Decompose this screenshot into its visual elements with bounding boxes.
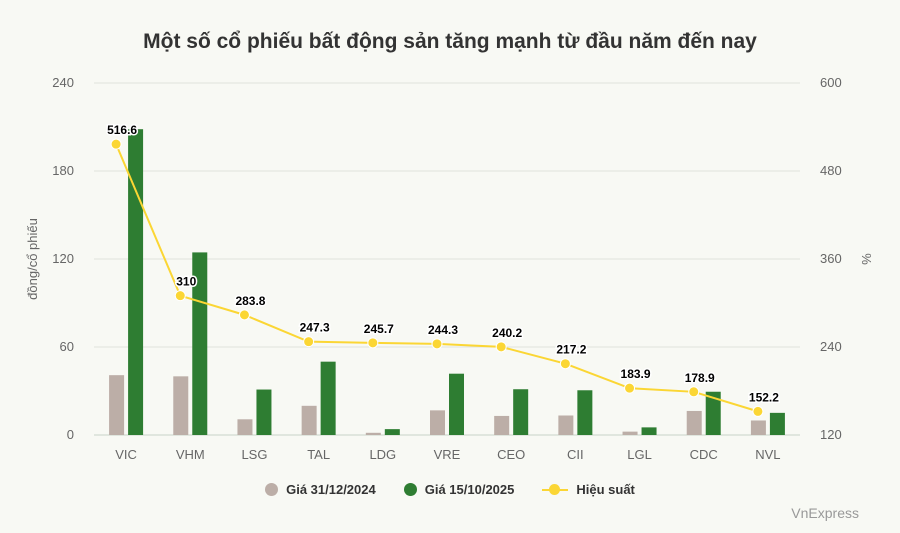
y-tick-label: 240	[52, 75, 74, 90]
performance-data-label: 516.6	[107, 123, 137, 137]
legend-label-price-2024: Giá 31/12/2024	[286, 482, 376, 497]
bar-price-2024	[365, 432, 381, 435]
bar-price-2024	[622, 431, 638, 435]
bar-price-2024	[750, 420, 766, 435]
legend-marker-price-2024	[265, 483, 279, 496]
legend-marker-price-2025	[403, 483, 417, 496]
x-tick-label: VRE	[434, 447, 461, 462]
y2-tick-label: 480	[820, 163, 842, 178]
y-axis-title: đồng/cổ phiếu	[25, 218, 40, 300]
bar-price-2025	[128, 129, 144, 435]
x-tick-label: NVL	[755, 447, 780, 462]
performance-point	[559, 358, 571, 370]
bar-price-2025	[513, 389, 529, 435]
performance-data-label: 217.2	[556, 343, 586, 357]
x-tick-label: CII	[567, 447, 584, 462]
y-tick-label: 180	[52, 163, 74, 178]
legend-item-price-2024[interactable]: Giá 31/12/2024	[265, 482, 376, 497]
y2-tick-label: 360	[820, 251, 842, 266]
performance-line-path	[115, 143, 759, 413]
bar-price-2025	[641, 427, 657, 435]
performance-point	[238, 309, 250, 321]
y2-tick-label: 240	[820, 339, 842, 354]
bar-price-2025	[449, 373, 464, 435]
x-tick-label: LDG	[369, 447, 396, 462]
x-tick-label: CEO	[497, 447, 525, 462]
performance-point	[110, 138, 122, 150]
bars	[109, 129, 785, 435]
legend: Giá 31/12/2024 Giá 15/10/2025 Hiệu suất	[0, 482, 900, 497]
performance-point	[752, 405, 764, 417]
legend-label-performance: Hiệu suất	[576, 482, 635, 497]
x-tick-label: CDC	[690, 447, 718, 462]
performance-data-label: 283.8	[235, 294, 265, 308]
bar-price-2024	[494, 415, 510, 435]
bar-price-2024	[237, 419, 253, 435]
bar-price-2025	[705, 391, 721, 435]
bar-price-2025	[192, 252, 208, 435]
bar-price-2024	[173, 376, 189, 435]
performance-point	[688, 386, 700, 398]
y-tick-label: 0	[67, 427, 74, 442]
performance-data-label: 245.7	[364, 322, 394, 336]
bar-price-2025	[769, 412, 785, 435]
source-credit[interactable]: VnExpress	[791, 505, 859, 521]
y2-tick-label: 120	[820, 427, 842, 442]
performance-point	[431, 338, 443, 350]
performance-data-label: 178.9	[685, 371, 715, 385]
performance-data-label: 310	[176, 275, 196, 289]
bar-price-2025	[320, 361, 336, 435]
y-tick-label: 60	[60, 339, 74, 354]
legend-item-performance[interactable]: Hiệu suất	[542, 482, 635, 497]
legend-item-price-2025[interactable]: Giá 15/10/2025	[403, 482, 515, 497]
performance-point	[303, 336, 315, 348]
x-tick-label: VHM	[176, 447, 205, 462]
legend-marker-performance	[542, 483, 569, 496]
performance-data-label: 247.3	[300, 321, 330, 335]
axes: 0 60 120 180 240 120 240 360 480 600 đồng/cổ phiếu…	[25, 75, 874, 462]
performance-point	[367, 337, 379, 349]
performance-line	[110, 138, 764, 417]
bar-price-2025	[384, 429, 400, 435]
performance-data-label: 152.2	[749, 390, 779, 404]
x-tick-label: TAL	[307, 447, 330, 462]
chart-title: Một số cổ phiếu bất động sản tăng mạnh t…	[143, 30, 757, 53]
performance-point	[624, 382, 636, 394]
bar-price-2024	[109, 375, 125, 435]
y2-tick-label: 600	[820, 75, 842, 90]
bar-price-2024	[558, 415, 574, 435]
y-tick-label: 120	[52, 251, 74, 266]
y2-axis-title: %	[859, 253, 874, 265]
bar-price-2024	[430, 410, 445, 435]
bar-price-2024	[686, 410, 702, 435]
performance-point	[174, 290, 186, 302]
legend-label-price-2025: Giá 15/10/2025	[424, 482, 515, 497]
bar-price-2025	[577, 390, 593, 435]
data-labels: 516.6 310 283.8 247.3 245.7 244.3 240.2 217.2 18…	[106, 122, 781, 406]
x-tick-label: VIC	[115, 447, 137, 462]
performance-data-label: 240.2	[492, 326, 522, 340]
x-tick-label: LSG	[241, 447, 267, 462]
performance-data-label: 244.3	[428, 323, 458, 337]
performance-point	[495, 341, 507, 353]
x-tick-label: LGL	[627, 447, 652, 462]
performance-data-label: 183.9	[621, 367, 651, 381]
bar-price-2024	[301, 405, 317, 435]
bar-price-2025	[256, 389, 272, 435]
